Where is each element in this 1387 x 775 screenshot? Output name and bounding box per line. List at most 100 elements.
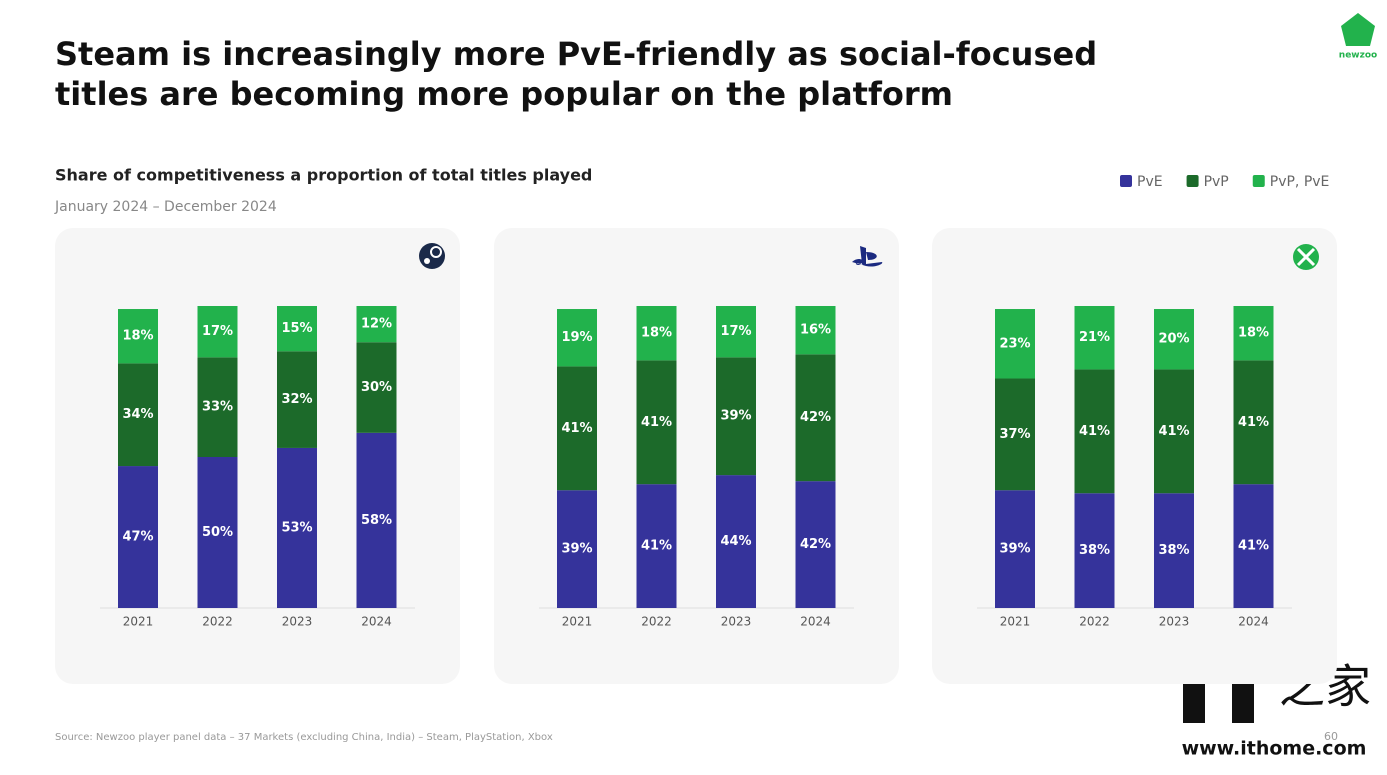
data-label: 33% bbox=[202, 400, 233, 415]
data-label: 15% bbox=[281, 321, 312, 336]
data-label: 47% bbox=[122, 530, 153, 545]
panel bbox=[494, 228, 899, 684]
data-label: 41% bbox=[561, 421, 592, 436]
bar-segment bbox=[118, 309, 158, 364]
data-label: 30% bbox=[361, 380, 392, 395]
data-label: 23% bbox=[999, 336, 1030, 351]
bar-segment bbox=[1233, 484, 1274, 608]
x-tick-label: 2021 bbox=[123, 615, 154, 629]
data-label: 34% bbox=[122, 407, 153, 422]
data-label: 41% bbox=[641, 415, 672, 430]
bar-segment bbox=[1154, 369, 1194, 494]
legend-swatch bbox=[1120, 175, 1132, 187]
bar-segment bbox=[636, 306, 677, 361]
x-tick-label: 2024 bbox=[800, 615, 831, 629]
data-label: 41% bbox=[1158, 424, 1189, 439]
data-label: 41% bbox=[1238, 539, 1269, 554]
data-label: 41% bbox=[1079, 424, 1110, 439]
subtitle: Share of competitiveness a proportion of… bbox=[55, 166, 592, 185]
data-label: 17% bbox=[202, 324, 233, 339]
data-label: 21% bbox=[1079, 330, 1110, 345]
bar-segment bbox=[1233, 306, 1274, 361]
bar-segment bbox=[277, 306, 317, 352]
bar-segment bbox=[118, 363, 158, 467]
x-tick-label: 2023 bbox=[721, 615, 752, 629]
data-label: 37% bbox=[999, 427, 1030, 442]
x-tick-label: 2022 bbox=[1079, 615, 1110, 629]
bar-segment bbox=[716, 357, 756, 476]
panel bbox=[55, 228, 460, 684]
steam-icon bbox=[419, 243, 445, 269]
bar-segment bbox=[356, 432, 397, 608]
x-tick-label: 2022 bbox=[202, 615, 233, 629]
bar-segment bbox=[995, 309, 1035, 379]
x-tick-label: 2023 bbox=[282, 615, 313, 629]
bar-segment bbox=[636, 484, 677, 608]
bar-segment bbox=[716, 306, 756, 358]
logo-shape bbox=[1341, 13, 1375, 46]
data-label: 39% bbox=[720, 409, 751, 424]
bar-segment bbox=[277, 351, 317, 448]
data-label: 39% bbox=[999, 542, 1030, 557]
legend-label: PvP bbox=[1204, 174, 1229, 190]
legend: PvE PvP PvP, PvE bbox=[1120, 174, 1329, 190]
data-label: 38% bbox=[1079, 543, 1110, 558]
x-tick-label: 2023 bbox=[1159, 615, 1190, 629]
legend-label: PvP, PvE bbox=[1270, 174, 1330, 190]
logo-text: newzoo bbox=[1339, 51, 1377, 61]
bar-segment bbox=[557, 366, 597, 491]
bar-segment bbox=[356, 306, 397, 343]
xbox-icon bbox=[1293, 244, 1319, 270]
legend-label: PvE bbox=[1137, 174, 1163, 190]
playstation-icon bbox=[852, 246, 883, 267]
icon bbox=[852, 246, 883, 267]
data-label: 12% bbox=[361, 317, 392, 332]
data-label: 39% bbox=[561, 542, 592, 557]
charts: 2021 47% 34% 18% 2022 50% 33% 17% 2023 53% 32% 15% 2… bbox=[55, 228, 1337, 684]
x-tick-label: 2024 bbox=[361, 615, 392, 629]
title: Steam is increasingly more PvE-friendly … bbox=[55, 35, 1097, 73]
bar-segment bbox=[1233, 360, 1274, 485]
data-label: 38% bbox=[1158, 543, 1189, 558]
x-tick-label: 2024 bbox=[1238, 615, 1269, 629]
bar-segment bbox=[795, 354, 836, 482]
bar-segment bbox=[636, 360, 677, 485]
data-label: 32% bbox=[281, 392, 312, 407]
bar-segment bbox=[197, 357, 238, 457]
bar-segment bbox=[1154, 493, 1194, 608]
data-label: 18% bbox=[122, 329, 153, 344]
watermark-url: www.ithome.com bbox=[1182, 738, 1367, 760]
data-label: 41% bbox=[641, 539, 672, 554]
icon bbox=[430, 246, 442, 258]
bar-segment bbox=[1154, 309, 1194, 370]
data-label: 16% bbox=[800, 323, 831, 338]
bar-segment bbox=[1074, 369, 1115, 494]
bar-segment bbox=[277, 447, 317, 608]
source: Source: Newzoo player panel data – 37 Ma… bbox=[55, 732, 553, 743]
data-label: 58% bbox=[361, 513, 392, 528]
bar-segment bbox=[557, 309, 597, 367]
data-label: 50% bbox=[202, 525, 233, 540]
panel bbox=[932, 228, 1337, 684]
data-label: 18% bbox=[1238, 326, 1269, 341]
date-range: January 2024 – December 2024 bbox=[54, 199, 277, 215]
bar-segment bbox=[795, 481, 836, 608]
x-tick-label: 2022 bbox=[641, 615, 672, 629]
data-label: 20% bbox=[1158, 332, 1189, 347]
bar-segment bbox=[1074, 493, 1115, 608]
page-number: 60 bbox=[1324, 730, 1338, 743]
bar-segment bbox=[1074, 306, 1115, 370]
title: titles are becoming more popular on the … bbox=[55, 75, 953, 113]
icon bbox=[1296, 247, 1316, 267]
bar-segment bbox=[716, 475, 756, 608]
data-label: 42% bbox=[800, 410, 831, 425]
bar-segment bbox=[557, 490, 597, 608]
bar-segment bbox=[197, 457, 238, 608]
data-label: 53% bbox=[281, 520, 312, 535]
bar-segment bbox=[995, 378, 1035, 491]
bar-segment bbox=[795, 306, 836, 355]
icon bbox=[424, 258, 430, 264]
bar-segment bbox=[995, 490, 1035, 608]
